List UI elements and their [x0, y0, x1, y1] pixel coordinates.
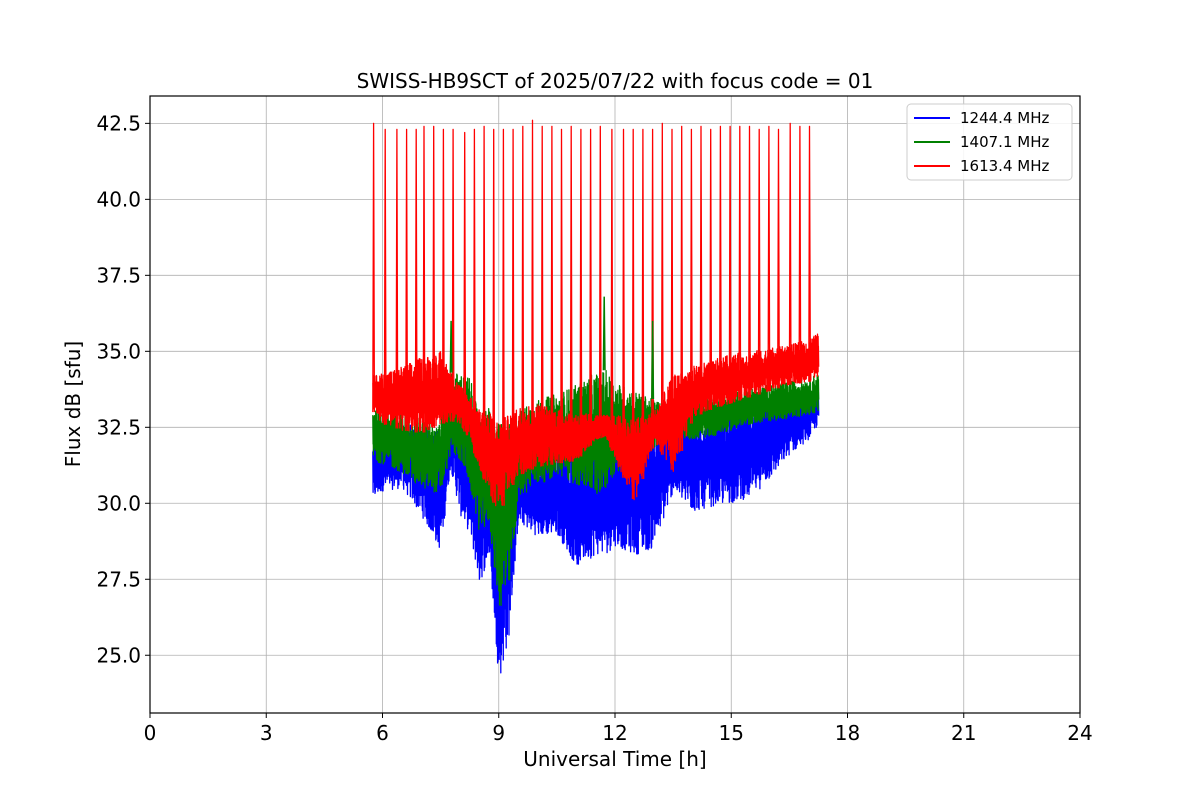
x-tick-label: 24 — [1067, 721, 1092, 745]
x-tick-label: 0 — [144, 721, 157, 745]
y-tick-label: 37.5 — [96, 263, 141, 287]
series-line-2 — [372, 119, 820, 507]
x-tick-label: 6 — [376, 721, 389, 745]
series-layer — [372, 119, 820, 674]
legend-entry-0: 1244.4 MHz — [960, 109, 1049, 127]
legend: 1244.4 MHz 1407.1 MHz 1613.4 MHz — [906, 103, 1073, 181]
x-tick-label: 12 — [602, 721, 627, 745]
y-tick-label: 25.0 — [96, 643, 141, 667]
legend-box — [906, 103, 1073, 181]
x-tick-label: 15 — [719, 721, 744, 745]
series-line-1 — [372, 370, 820, 606]
x-axis-ticks: 0 3 6 9 12 15 18 21 24 — [144, 713, 1093, 745]
x-tick-label: 21 — [951, 721, 976, 745]
y-tick-label: 40.0 — [96, 187, 141, 211]
y-tick-label: 35.0 — [96, 339, 141, 363]
x-tick-label: 18 — [835, 721, 860, 745]
y-tick-label: 32.5 — [96, 415, 141, 439]
legend-entry-1: 1407.1 MHz — [960, 133, 1049, 151]
y-axis-label: Flux dB [sfu] — [61, 341, 85, 467]
y-axis-ticks: 25.0 27.5 30.0 32.5 35.0 37.5 40.0 42.5 — [96, 111, 150, 667]
x-tick-label: 9 — [492, 721, 505, 745]
series-line-1-spikes — [449, 296, 655, 400]
chart-title: SWISS-HB9SCT of 2025/07/22 with focus co… — [357, 69, 874, 93]
y-tick-label: 42.5 — [96, 111, 141, 135]
x-axis-label: Universal Time [h] — [523, 747, 706, 771]
legend-entry-2: 1613.4 MHz — [960, 157, 1049, 175]
y-tick-label: 27.5 — [96, 567, 141, 591]
x-tick-label: 3 — [260, 721, 273, 745]
y-tick-label: 30.0 — [96, 491, 141, 515]
